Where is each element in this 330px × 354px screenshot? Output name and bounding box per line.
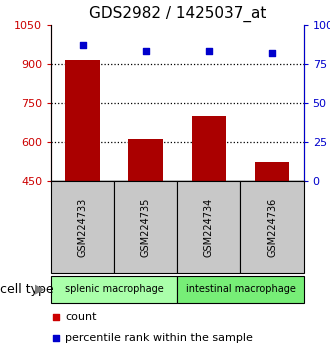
Text: cell type: cell type (0, 283, 53, 296)
Text: GSM224733: GSM224733 (78, 198, 88, 257)
Bar (241, 182, 304, 273)
Text: intestinal macrophage: intestinal macrophage (185, 284, 295, 295)
Text: GSM224735: GSM224735 (141, 198, 151, 257)
Bar (178, 182, 241, 273)
Point (269, 50, 275, 56)
Text: splenic macrophage: splenic macrophage (65, 284, 164, 295)
Point (53, 335, 59, 341)
Text: percentile rank within the sample: percentile rank within the sample (65, 332, 253, 343)
Bar (255, 162, 289, 181)
Text: GSM224734: GSM224734 (204, 198, 214, 257)
Text: ▶: ▶ (35, 283, 45, 296)
Point (143, 48, 148, 54)
Point (53, 314, 59, 320)
Point (206, 48, 212, 54)
Point (80, 42, 85, 48)
Bar (192, 116, 226, 181)
Bar (51, 182, 114, 273)
Title: GDS2982 / 1425037_at: GDS2982 / 1425037_at (89, 6, 266, 22)
Bar (178, 276, 304, 303)
Bar (128, 139, 163, 181)
Text: count: count (65, 312, 97, 322)
Bar (51, 276, 178, 303)
Text: GSM224736: GSM224736 (267, 198, 277, 257)
Bar (65, 60, 100, 181)
Bar (114, 182, 178, 273)
